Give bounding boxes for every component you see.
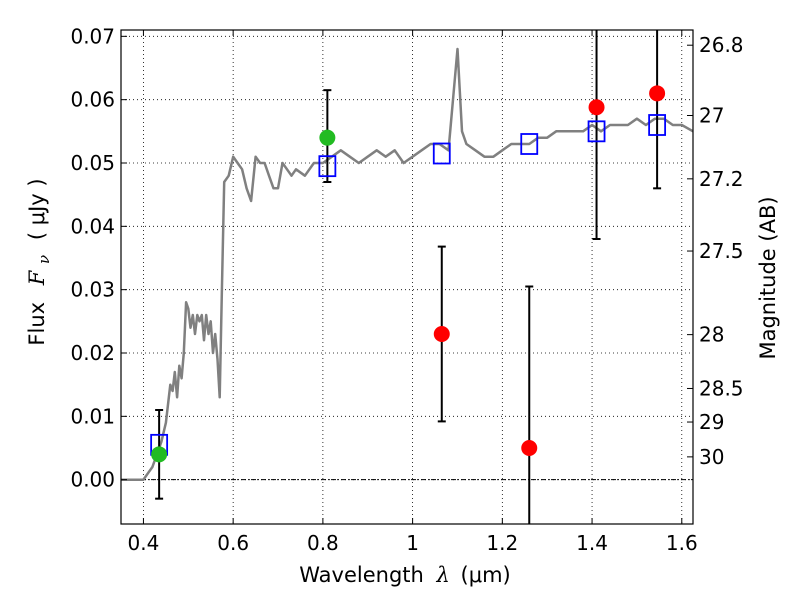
observed-point: [649, 85, 666, 102]
model-band-square: [432, 142, 451, 165]
x-tick-label: 1: [406, 531, 419, 555]
spectrum-series: [121, 47, 694, 481]
model-band-square: [520, 133, 539, 155]
x-tick-label: 0.6: [217, 531, 249, 555]
x-tick-label: 1.4: [576, 531, 608, 555]
y-axis-label-prefix: Flux: [25, 302, 49, 346]
y-tick-label: 0.04: [70, 214, 115, 238]
x-tick-label: 1.2: [486, 531, 518, 555]
grid: [121, 30, 693, 524]
tick-labels: 0.4 0.6 0.8 1 1.2 1.4 1.6 0.00 0.01 0.02 0.03 0.04 0…: [70, 24, 743, 555]
y-axis-label-unit: ( μJy ): [25, 178, 49, 240]
axis-ticks: [121, 30, 693, 524]
error-bars: [155, 30, 662, 524]
y-tick-label: 0.01: [70, 404, 115, 428]
y-tick-label: 0.02: [70, 341, 115, 365]
plot-frame: [120, 29, 694, 525]
observed-point: [433, 326, 450, 342]
y-axis-label-subscript: ν: [35, 255, 53, 264]
spectrum-line: [121, 47, 694, 481]
right-tick-label: 29: [699, 410, 724, 434]
x-tick-label: 0.8: [307, 531, 339, 555]
y-axis-label: Flux F ν ( μJy ): [25, 178, 54, 345]
x-axis-label: Wavelength λ (μm): [299, 563, 510, 587]
y-tick-label: 0.03: [70, 278, 115, 302]
model-band-square: [587, 120, 606, 143]
model-band-square: [648, 114, 667, 136]
right-tick-label: 26.8: [699, 33, 744, 57]
x-axis-label-symbol: λ: [436, 563, 450, 587]
observed-point: [151, 446, 168, 463]
model-band-squares: [150, 114, 667, 456]
observed-point: [521, 440, 538, 456]
y-tick-label: 0.00: [70, 468, 115, 492]
x-axis-label-unit: (μm): [461, 563, 511, 587]
observed-point: [319, 129, 336, 146]
right-tick-label: 30: [699, 445, 724, 469]
x-tick-label: 0.4: [128, 531, 160, 555]
y-tick-label: 0.06: [70, 88, 115, 112]
y-axis-label-symbol: F: [25, 269, 49, 286]
observed-points: [151, 85, 666, 463]
model-band-square: [318, 155, 337, 178]
observed-point: [588, 99, 605, 116]
right-axis-label: Magnitude (AB): [756, 196, 780, 359]
x-axis-label-prefix: Wavelength: [299, 563, 424, 587]
right-tick-label: 28.5: [699, 376, 744, 400]
right-tick-label: 28: [699, 323, 724, 347]
right-tick-label: 27: [699, 104, 724, 128]
x-tick-label: 1.6: [666, 531, 698, 555]
right-tick-label: 27.5: [699, 239, 744, 263]
y-tick-label: 0.07: [70, 24, 115, 48]
right-tick-label: 27.2: [699, 167, 744, 191]
y-tick-label: 0.05: [70, 151, 115, 175]
